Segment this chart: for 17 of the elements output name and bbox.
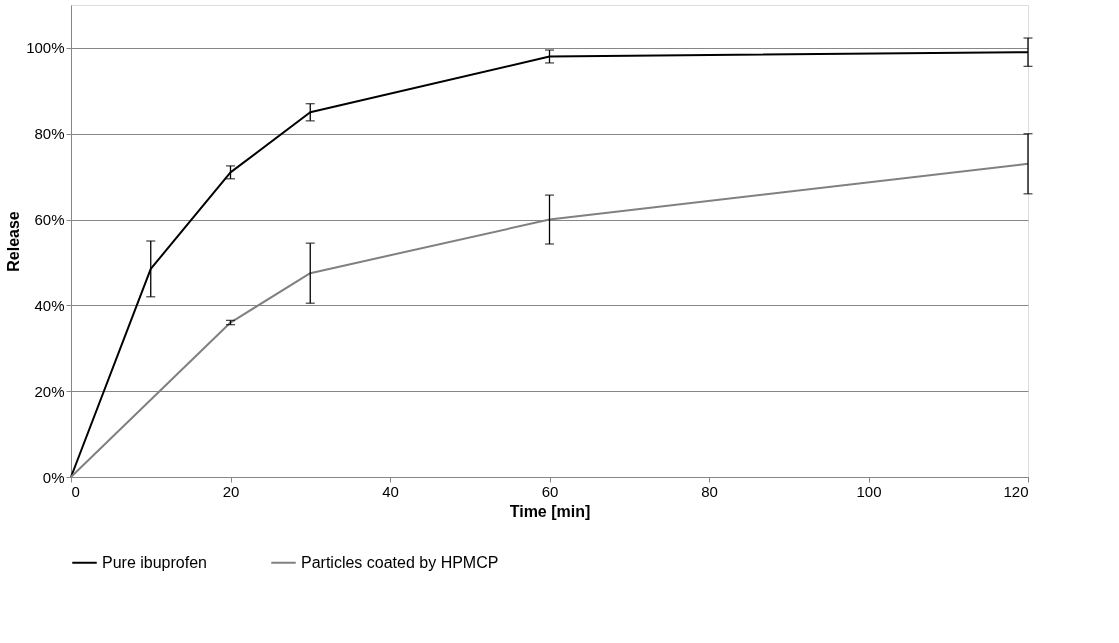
y-tick-label: 0% <box>42 468 65 486</box>
y-tick-label: 40% <box>34 296 65 314</box>
x-tick-label: 60 <box>541 482 559 500</box>
x-tick-label: 20 <box>222 482 240 500</box>
x-axis-title: Time [min] <box>509 502 591 520</box>
y-tick-label: 60% <box>34 211 65 229</box>
x-tick-label: 40 <box>382 482 399 500</box>
y-tick-label: 80% <box>34 125 65 143</box>
y-tick-label: 20% <box>34 382 65 400</box>
y-tick-label: 100% <box>26 39 65 57</box>
x-tick-label: 100 <box>856 482 882 500</box>
x-tick-label: 80 <box>701 482 718 500</box>
x-tick-label: 120 <box>1003 482 1029 500</box>
legend-label: Particles coated by HPMCP <box>301 553 499 571</box>
x-tick-label: 0 <box>71 482 80 500</box>
legend-label: Pure ibuprofen <box>102 553 207 571</box>
y-axis-title: Release <box>5 211 23 272</box>
